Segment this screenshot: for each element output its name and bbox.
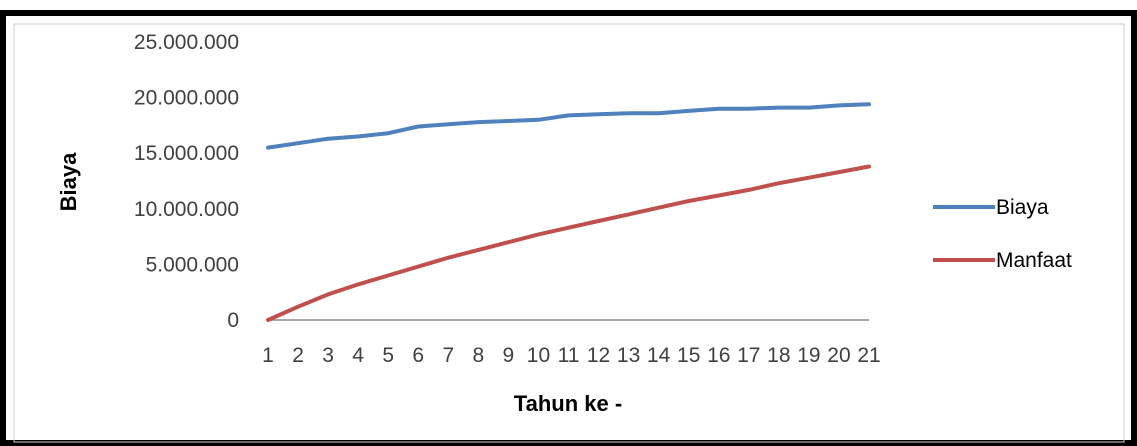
y-tick-label: 20.000.000 (134, 87, 239, 110)
x-axis-ticks: 1 2 3 4 5 6 7 8 9 10 11 12 13 14 15 16 17 18 19 20 21 (262, 344, 881, 367)
x-tick-label: 1 (262, 344, 274, 367)
y-axis-title: Biaya (56, 152, 81, 211)
x-axis-title: Tahun ke - (514, 391, 622, 416)
x-tick-label: 15 (677, 344, 700, 367)
y-tick-label: 10.000.000 (134, 198, 239, 221)
x-tick-label: 8 (473, 344, 485, 367)
x-tick-label: 5 (382, 344, 394, 367)
x-tick-label: 20 (827, 344, 850, 367)
y-tick-label: 0 (227, 309, 239, 332)
legend: Biaya Manfaat (933, 196, 1072, 272)
x-tick-label: 3 (322, 344, 334, 367)
x-tick-label: 6 (412, 344, 424, 367)
plot-frame (13, 23, 1125, 443)
x-tick-label: 19 (797, 344, 820, 367)
x-tick-label: 16 (707, 344, 730, 367)
series-line-biaya (266, 102, 871, 150)
x-tick-label: 4 (352, 344, 364, 367)
x-tick-label: 21 (857, 344, 880, 367)
series-layer (266, 102, 871, 322)
x-tick-label: 11 (558, 344, 580, 367)
y-tick-label: 15.000.000 (134, 142, 239, 165)
x-tick-label: 7 (442, 344, 454, 367)
x-tick-label: 9 (503, 344, 515, 367)
legend-label-manfaat: Manfaat (996, 249, 1072, 272)
x-tick-label: 13 (617, 344, 640, 367)
series-line-manfaat (266, 164, 871, 322)
y-tick-label: 25.000.000 (134, 31, 239, 54)
legend-label-biaya: Biaya (996, 196, 1049, 219)
x-tick-label: 14 (647, 344, 671, 367)
x-tick-label: 2 (292, 344, 304, 367)
x-tick-label: 10 (527, 344, 550, 367)
y-tick-label: 5.000.000 (146, 253, 239, 276)
x-tick-label: 17 (737, 344, 760, 367)
x-tick-label: 18 (767, 344, 790, 367)
y-axis-ticks: 0 5.000.000 10.000.000 15.000.000 20.000.000… (134, 31, 239, 332)
x-tick-label: 12 (587, 344, 610, 367)
